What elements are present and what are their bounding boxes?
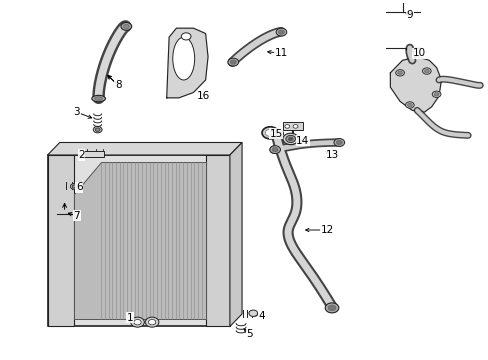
Polygon shape	[166, 28, 207, 98]
Ellipse shape	[92, 95, 105, 102]
Ellipse shape	[424, 69, 428, 73]
Text: 3: 3	[73, 107, 80, 117]
Text: 2: 2	[78, 150, 85, 160]
Ellipse shape	[431, 91, 440, 98]
FancyBboxPatch shape	[47, 155, 229, 327]
Ellipse shape	[123, 24, 129, 28]
Ellipse shape	[285, 125, 289, 128]
Text: 11: 11	[274, 48, 287, 58]
Ellipse shape	[397, 71, 402, 75]
Ellipse shape	[278, 30, 284, 34]
Ellipse shape	[327, 305, 335, 311]
Text: 1: 1	[127, 312, 133, 323]
FancyBboxPatch shape	[205, 155, 229, 327]
Ellipse shape	[272, 148, 278, 152]
Text: 9: 9	[406, 10, 412, 20]
Ellipse shape	[292, 125, 297, 128]
Ellipse shape	[95, 97, 102, 100]
Text: 16: 16	[196, 91, 209, 101]
Ellipse shape	[433, 93, 438, 96]
Text: 8: 8	[115, 80, 121, 90]
Ellipse shape	[93, 126, 102, 133]
Text: 5: 5	[245, 329, 252, 339]
Ellipse shape	[70, 184, 78, 189]
Ellipse shape	[276, 28, 286, 36]
Ellipse shape	[248, 310, 257, 316]
Ellipse shape	[145, 317, 159, 327]
FancyBboxPatch shape	[83, 151, 104, 157]
Polygon shape	[389, 57, 441, 112]
Ellipse shape	[95, 128, 100, 131]
Ellipse shape	[407, 103, 411, 107]
Ellipse shape	[287, 137, 292, 141]
Text: 4: 4	[258, 311, 264, 321]
FancyBboxPatch shape	[283, 122, 303, 130]
Ellipse shape	[405, 102, 413, 108]
Ellipse shape	[336, 140, 342, 145]
Text: 13: 13	[325, 150, 338, 160]
Polygon shape	[229, 143, 242, 327]
Ellipse shape	[333, 139, 344, 147]
Ellipse shape	[72, 185, 76, 188]
Ellipse shape	[230, 60, 236, 64]
Ellipse shape	[148, 319, 156, 325]
Ellipse shape	[270, 129, 283, 138]
Ellipse shape	[273, 131, 280, 136]
Text: 6: 6	[76, 182, 82, 192]
Ellipse shape	[262, 127, 278, 139]
FancyBboxPatch shape	[47, 155, 74, 327]
Text: 14: 14	[296, 136, 309, 146]
Text: 10: 10	[412, 48, 425, 58]
Text: 15: 15	[269, 129, 282, 139]
Ellipse shape	[181, 33, 191, 40]
Ellipse shape	[422, 68, 430, 74]
Ellipse shape	[285, 135, 295, 143]
Ellipse shape	[172, 37, 194, 80]
Text: 7: 7	[73, 211, 80, 221]
Ellipse shape	[121, 22, 131, 30]
Ellipse shape	[130, 317, 144, 327]
Ellipse shape	[325, 303, 338, 313]
Polygon shape	[47, 143, 242, 155]
Ellipse shape	[265, 129, 275, 136]
Polygon shape	[74, 162, 205, 319]
Ellipse shape	[395, 69, 404, 76]
Text: 12: 12	[320, 225, 333, 235]
Ellipse shape	[269, 146, 280, 154]
Ellipse shape	[227, 58, 238, 66]
Ellipse shape	[283, 133, 298, 145]
Ellipse shape	[134, 319, 141, 325]
